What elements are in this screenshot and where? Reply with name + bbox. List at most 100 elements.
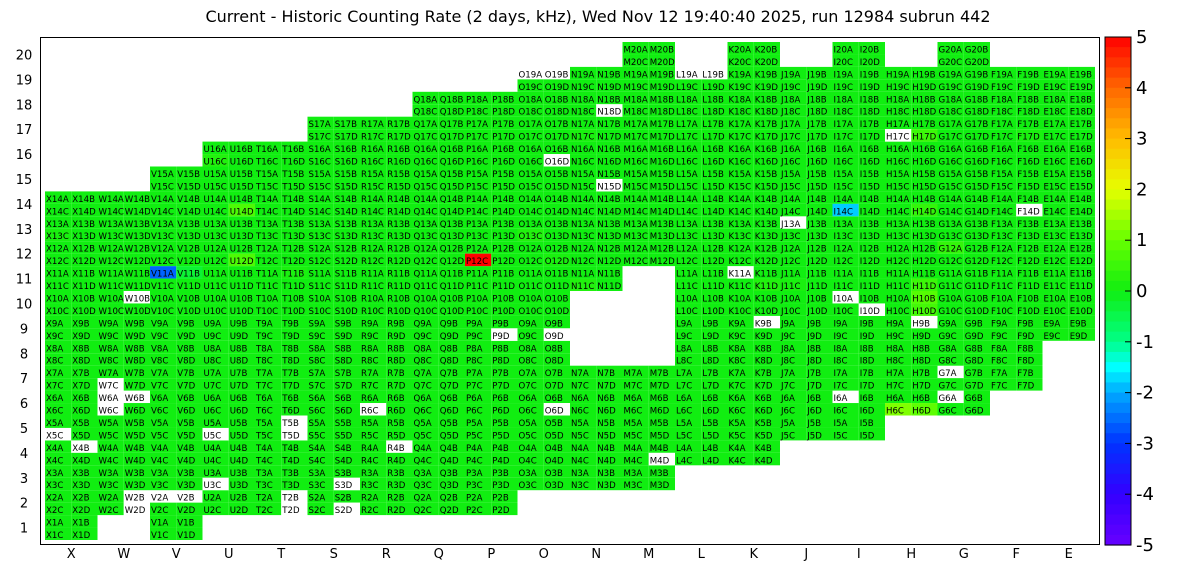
cell-R4B <box>386 440 413 453</box>
cell-T3D <box>281 477 308 491</box>
cell-S11A <box>307 266 334 279</box>
cell-label-H13B: H13B <box>912 220 935 230</box>
cell-label-V14B: V14B <box>177 195 200 205</box>
cell-label-W14C: W14C <box>99 207 124 217</box>
cell-W8D <box>123 353 150 366</box>
colorbar-tick-label: 2 <box>1136 179 1147 200</box>
cell-L4D <box>701 452 728 466</box>
cell-W12D <box>123 253 150 267</box>
cell-Q14B <box>438 191 465 204</box>
cell-label-V12B: V12B <box>177 245 200 255</box>
cell-label-S12D: S12D <box>335 257 358 267</box>
cell-label-S11C: S11C <box>309 282 331 292</box>
cell-S6B <box>333 390 360 404</box>
cell-P14C <box>465 203 492 217</box>
cell-label-T12C: T12C <box>255 257 278 267</box>
cell-label-K18B: K18B <box>755 95 778 105</box>
cell-X12D <box>71 253 98 267</box>
cell-label-T13C: T13C <box>255 232 278 242</box>
cell-label-O9D: O9D <box>545 332 564 342</box>
cell-L12B <box>701 241 728 254</box>
cell-label-M12A: M12A <box>624 245 648 255</box>
cell-M7A <box>622 365 649 379</box>
cell-M14D <box>648 203 675 217</box>
cell-L11D <box>701 278 728 291</box>
cell-G9A <box>937 315 964 329</box>
colorbar-band <box>1105 524 1131 536</box>
cell-label-J13C: J13C <box>780 232 800 242</box>
cell-S7D <box>333 378 360 391</box>
cell-R3D <box>386 477 413 491</box>
cell-X9A <box>45 315 72 329</box>
cell-T15B <box>281 166 308 179</box>
cell-O13C <box>517 228 544 242</box>
cell-label-L13A: L13A <box>676 220 698 230</box>
cell-U8C <box>202 353 229 366</box>
cell-T13B <box>281 216 308 229</box>
cell-R6D <box>386 403 413 416</box>
cell-label-T10D: T10D <box>281 307 305 317</box>
cell-L15A <box>675 166 702 179</box>
cell-label-Q10D: Q10D <box>440 307 465 317</box>
cell-W4C <box>97 452 124 466</box>
cell-label-V8B: V8B <box>177 344 194 354</box>
cell-label-E17A: E17A <box>1044 120 1066 130</box>
cell-label-M6A: M6A <box>624 394 643 404</box>
cell-label-Q9B: Q9B <box>440 319 458 329</box>
cell-O13A <box>517 216 544 229</box>
cell-label-K7C: K7C <box>729 382 746 392</box>
cell-label-X6C: X6C <box>46 407 63 417</box>
cell-K16B <box>753 141 780 155</box>
cell-label-W8D: W8D <box>125 357 146 367</box>
cell-P11C <box>465 278 492 291</box>
cell-label-E15D: E15D <box>1070 182 1093 192</box>
cell-label-I6C: I6C <box>834 407 848 417</box>
cell-label-M16C: M16C <box>624 158 648 168</box>
cell-label-N18C: N18C <box>571 108 594 118</box>
colorbar-tick-label: -5 <box>1136 535 1154 556</box>
cell-P11D <box>491 278 518 291</box>
cell-R2C <box>360 502 387 516</box>
cell-V12A <box>150 241 177 254</box>
cell-label-U15A: U15A <box>204 170 227 180</box>
cell-W5B <box>123 415 150 428</box>
cell-W6A <box>97 390 124 404</box>
cell-K13D <box>753 228 780 242</box>
cell-L16D <box>701 154 728 167</box>
cell-T16D <box>281 154 308 167</box>
cell-L13B <box>701 216 728 229</box>
cell-label-P8C: P8C <box>466 357 483 367</box>
cell-G15A <box>937 166 964 179</box>
cell-label-Q9D: Q9D <box>440 332 459 342</box>
cell-label-P12D: P12D <box>492 257 515 267</box>
cell-O11C <box>517 278 544 291</box>
cell-label-N14A: N14A <box>571 195 594 205</box>
cell-Q7A <box>412 365 439 379</box>
cell-F15B <box>1016 166 1043 179</box>
cell-label-N3C: N3C <box>571 481 589 491</box>
cell-H16C <box>885 154 912 167</box>
cell-U2C <box>202 502 229 516</box>
cell-X12B <box>71 241 98 254</box>
cell-label-I18C: I18C <box>834 108 853 118</box>
cell-M3B <box>648 465 675 478</box>
cell-V9A <box>150 315 177 329</box>
cell-label-R7D: R7D <box>387 382 405 392</box>
cell-label-N4A: N4A <box>571 444 589 454</box>
cell-R2A <box>360 490 387 503</box>
cell-label-H17B: H17B <box>912 120 935 130</box>
cell-T7A <box>255 365 282 379</box>
cell-P12C <box>465 253 492 267</box>
cell-M6B <box>648 390 675 404</box>
cell-label-H13C: H13C <box>886 232 909 242</box>
colorbar-band <box>1105 108 1131 119</box>
cell-K9B <box>753 315 780 329</box>
cell-label-V13B: V13B <box>177 220 200 230</box>
cell-label-N13D: N13D <box>597 232 621 242</box>
cell-label-U14C: U14C <box>204 207 227 217</box>
cell-label-T6A: T6A <box>255 394 273 404</box>
cell-X6D <box>71 403 98 416</box>
cell-label-J17B: J17B <box>806 120 826 130</box>
cell-V9D <box>176 328 203 341</box>
cell-label-P13A: P13A <box>466 220 488 230</box>
